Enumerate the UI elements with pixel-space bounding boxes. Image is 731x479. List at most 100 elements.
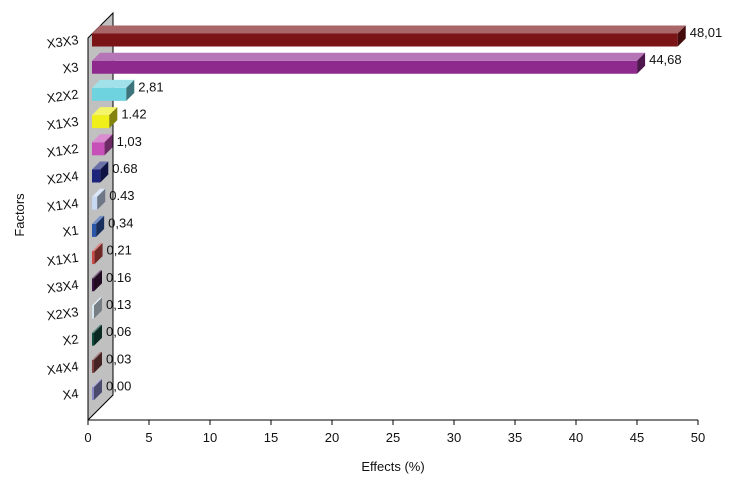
bar-X4X4 bbox=[92, 351, 102, 373]
x-axis-title: Effects (%) bbox=[361, 459, 424, 474]
data-label-X4X4: 0,03 bbox=[106, 351, 131, 366]
bar-front bbox=[92, 33, 678, 47]
data-label-X1: 0,34 bbox=[108, 215, 133, 230]
x-tick-label: 35 bbox=[508, 430, 522, 445]
data-label-X2X2: 2,81 bbox=[138, 79, 163, 94]
category-label-X1X2: X1X2 bbox=[46, 141, 80, 160]
bar-side bbox=[109, 107, 118, 129]
bar-top bbox=[92, 107, 118, 116]
bar-front bbox=[92, 196, 98, 210]
bar-top bbox=[92, 161, 109, 170]
bar-top bbox=[92, 134, 113, 143]
x-tick-label: 50 bbox=[691, 430, 705, 445]
data-label-X2X3: 0,13 bbox=[106, 297, 131, 312]
x-tick-label: 20 bbox=[325, 430, 339, 445]
category-label-X2X4: X2X4 bbox=[46, 168, 80, 187]
category-label-X3X3: X3X3 bbox=[46, 32, 80, 51]
category-label-X1: X1 bbox=[62, 223, 80, 240]
category-label-X3X4: X3X4 bbox=[46, 277, 80, 296]
bars-group bbox=[92, 25, 686, 401]
data-label-X3: 44,68 bbox=[649, 52, 682, 67]
bar-front bbox=[92, 169, 101, 183]
bar-X3X3 bbox=[92, 25, 686, 47]
bar-side bbox=[94, 324, 102, 346]
category-label-X2X2: X2X2 bbox=[46, 87, 80, 106]
data-label-X1X1: 0,21 bbox=[107, 243, 132, 258]
data-label-X3X3: 48,01 bbox=[690, 25, 723, 40]
data-label-X1X3: 1.42 bbox=[121, 107, 146, 122]
data-label-X2: 0,06 bbox=[106, 324, 131, 339]
bar-top bbox=[92, 188, 106, 197]
bar-front bbox=[92, 60, 638, 74]
bar-front bbox=[92, 387, 94, 401]
category-label-X1X3: X1X3 bbox=[46, 114, 80, 133]
category-label-X1X1: X1X1 bbox=[46, 250, 80, 269]
bar-X2X2 bbox=[92, 79, 135, 101]
bar-X1X4 bbox=[92, 188, 106, 210]
bar-side bbox=[104, 134, 113, 156]
bar-X1X1 bbox=[92, 243, 103, 265]
bar-top bbox=[92, 297, 102, 306]
bar-X3 bbox=[92, 52, 646, 74]
category-label-X4X4: X4X4 bbox=[46, 359, 80, 378]
x-axis-ticks: 0 5 10 15 20 25 30 35 40 45 50 bbox=[84, 420, 705, 445]
bar-X4 bbox=[92, 379, 102, 401]
bar-front bbox=[92, 359, 94, 373]
bar-top bbox=[92, 243, 103, 252]
bar-side bbox=[96, 215, 105, 237]
category-label-X3: X3 bbox=[62, 59, 80, 76]
bar-X1 bbox=[92, 215, 105, 237]
bar-front bbox=[92, 223, 97, 237]
bar-X3X4 bbox=[92, 270, 102, 292]
data-label-X4: 0,00 bbox=[106, 379, 131, 394]
bar-side bbox=[94, 351, 102, 373]
bar-side bbox=[97, 188, 106, 210]
bar-top bbox=[92, 379, 102, 388]
bar-X2X4 bbox=[92, 161, 109, 183]
bar-top bbox=[92, 79, 135, 88]
y-axis-title: Factors bbox=[12, 193, 27, 237]
bar-side bbox=[677, 25, 686, 47]
x-tick-label: 0 bbox=[84, 430, 91, 445]
bar-top bbox=[92, 351, 102, 360]
bar-side bbox=[100, 161, 109, 183]
bar-X1X2 bbox=[92, 134, 113, 156]
bar-side bbox=[94, 270, 102, 292]
category-label-X1X4: X1X4 bbox=[46, 195, 80, 214]
bar-front bbox=[92, 251, 95, 265]
x-tick-label: 40 bbox=[569, 430, 583, 445]
bar-front bbox=[92, 87, 127, 101]
bar-front bbox=[92, 115, 110, 129]
data-label-X1X4: 0.43 bbox=[109, 188, 134, 203]
x-tick-label: 15 bbox=[264, 430, 278, 445]
bar-top bbox=[92, 25, 686, 34]
x-tick-label: 5 bbox=[145, 430, 152, 445]
x-tick-label: 30 bbox=[447, 430, 461, 445]
bar-X1X3 bbox=[92, 107, 118, 129]
bar-front bbox=[92, 142, 105, 156]
bar-top bbox=[92, 215, 105, 224]
data-label-X1X2: 1,03 bbox=[117, 134, 142, 149]
data-label-X3X4: 0.16 bbox=[106, 270, 131, 285]
bar-front bbox=[92, 305, 94, 319]
bar-side bbox=[637, 52, 646, 74]
bar-front bbox=[92, 332, 94, 346]
bar-top bbox=[92, 324, 102, 333]
bar-top bbox=[92, 270, 102, 279]
bar-top bbox=[92, 52, 646, 61]
bar-side bbox=[126, 79, 135, 101]
x-tick-label: 45 bbox=[630, 430, 644, 445]
bar-X2 bbox=[92, 324, 102, 346]
bar-side bbox=[94, 379, 102, 401]
bar-front bbox=[92, 278, 94, 292]
x-tick-label: 10 bbox=[203, 430, 217, 445]
x-tick-label: 25 bbox=[386, 430, 400, 445]
bar-X2X3 bbox=[92, 297, 102, 319]
data-label-X2X4: 0.68 bbox=[112, 161, 137, 176]
category-label-X4: X4 bbox=[62, 386, 80, 403]
bar-side bbox=[94, 297, 102, 319]
bar-side bbox=[94, 243, 103, 265]
category-label-X2: X2 bbox=[62, 331, 80, 348]
